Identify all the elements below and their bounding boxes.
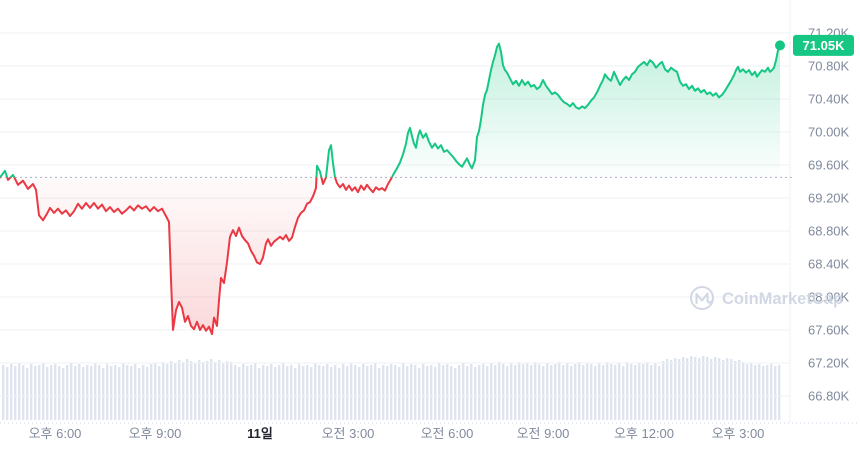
last-price-dot <box>775 40 785 51</box>
y-axis-tick: 70.00K <box>808 125 850 140</box>
price-area-up <box>0 43 780 178</box>
x-axis-tick: 오후 12:00 <box>614 426 674 441</box>
x-axis-tick: 오전 6:00 <box>421 426 474 441</box>
y-axis-tick: 67.60K <box>808 323 850 338</box>
y-axis-tick: 68.80K <box>808 224 850 239</box>
y-axis-labels: 71.20K70.80K70.40K70.00K69.60K69.20K68.8… <box>808 26 850 404</box>
x-axis-tick: 오후 9:00 <box>129 426 182 441</box>
y-axis-tick: 70.40K <box>808 92 850 107</box>
grid-lines <box>0 0 791 423</box>
y-axis-tick: 66.80K <box>808 389 850 404</box>
price-line-down <box>0 177 393 336</box>
volume-bars <box>2 356 781 420</box>
y-axis-tick: 67.20K <box>808 356 850 371</box>
x-axis-tick: 오전 3:00 <box>322 426 375 441</box>
y-axis-tick: 68.40K <box>808 257 850 272</box>
watermark-text: CoinMarketCap <box>722 290 843 308</box>
x-axis-tick: 오후 6:00 <box>29 426 82 441</box>
price-badge: 71.05K <box>793 34 854 56</box>
price-area-down <box>0 177 780 335</box>
price-badge-label: 71.05K <box>803 38 846 53</box>
y-axis-tick: 69.20K <box>808 191 850 206</box>
y-axis-tick: 70.80K <box>808 59 850 74</box>
coinmarketcap-watermark: CoinMarketCap <box>690 286 843 310</box>
x-axis-labels: 오후 6:00 오후 9:00 11일 오전 3:00 오전 6:00 오전 9:00 오후… <box>29 426 765 441</box>
x-axis-tick: 오후 3:00 <box>712 426 765 441</box>
x-axis-tick: 11일 <box>247 426 273 441</box>
x-axis-tick: 오전 9:00 <box>517 426 570 441</box>
coinmarketcap-logo-icon <box>690 286 714 310</box>
y-axis-tick: 69.60K <box>808 158 850 173</box>
y-axis-tick: 68.00K <box>808 290 850 305</box>
price-line-up <box>0 42 781 178</box>
